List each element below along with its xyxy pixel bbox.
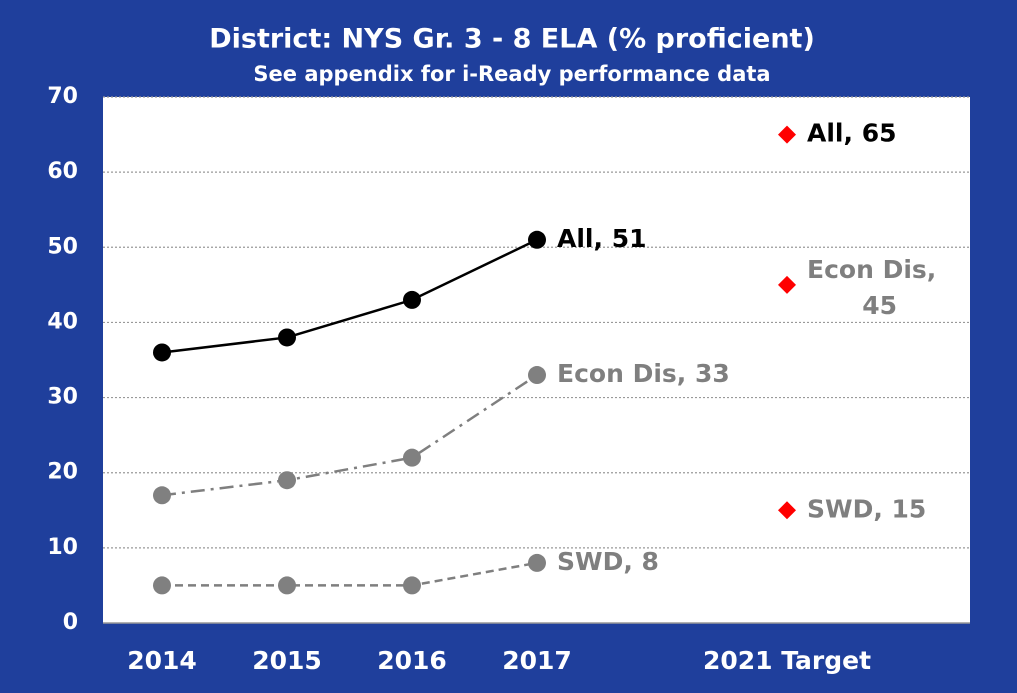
y-tick-label: 60 bbox=[47, 159, 78, 184]
target-marker bbox=[778, 501, 796, 520]
marker bbox=[528, 366, 546, 385]
marker bbox=[403, 290, 421, 309]
data-label: All, 65 bbox=[807, 119, 896, 148]
series-line bbox=[161, 238, 538, 354]
marker bbox=[153, 486, 171, 505]
marker bbox=[528, 553, 546, 572]
y-tick-label: 0 bbox=[63, 610, 78, 635]
marker bbox=[403, 576, 421, 595]
y-tick-label: 40 bbox=[47, 309, 78, 334]
data-label: SWD, 8 bbox=[557, 547, 659, 576]
y-tick-label: 20 bbox=[47, 460, 78, 485]
y-tick-label: 30 bbox=[47, 385, 78, 410]
y-tick-label: 50 bbox=[47, 234, 78, 259]
chart-subtitle: See appendix for i-Ready performance dat… bbox=[253, 62, 770, 86]
x-tick-label: 2017 bbox=[502, 646, 572, 675]
data-label: All, 51 bbox=[557, 224, 646, 253]
x-tick-label: 2021 Target bbox=[703, 646, 871, 675]
target-marker bbox=[778, 125, 796, 144]
y-tick-label: 70 bbox=[47, 84, 78, 109]
marker bbox=[528, 230, 546, 249]
plot-area bbox=[103, 97, 970, 623]
marker bbox=[153, 576, 171, 595]
data-label: SWD, 15 bbox=[807, 494, 926, 523]
marker bbox=[153, 343, 171, 362]
x-tick-label: 2016 bbox=[377, 646, 447, 675]
y-tick-label: 10 bbox=[47, 535, 78, 560]
data-label: Econ Dis, 45 bbox=[807, 255, 945, 320]
series-line bbox=[162, 561, 538, 587]
x-tick-label: 2015 bbox=[252, 646, 322, 675]
x-tick-label: 2014 bbox=[127, 646, 197, 675]
series-line bbox=[161, 373, 538, 497]
data-label: Econ Dis, 33 bbox=[557, 359, 730, 388]
chart-title: District: NYS Gr. 3 - 8 ELA (% proficien… bbox=[209, 24, 815, 55]
marker bbox=[278, 471, 296, 490]
marker bbox=[403, 448, 421, 467]
marker bbox=[278, 328, 296, 347]
target-marker bbox=[778, 275, 796, 294]
marker bbox=[278, 576, 296, 595]
